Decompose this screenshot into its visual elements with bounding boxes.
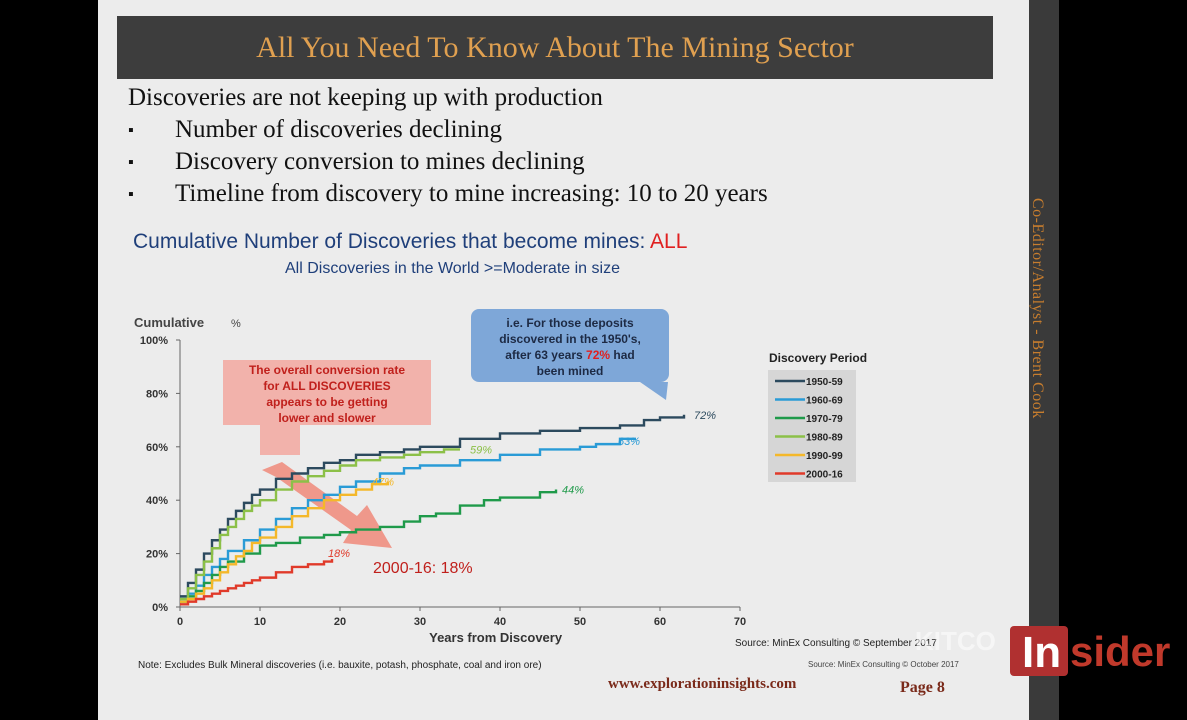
annotation-red-text: lower and slower bbox=[278, 411, 376, 425]
website-link[interactable]: www.explorationinsights.com bbox=[608, 676, 797, 692]
annotation-red-arrow bbox=[262, 462, 392, 548]
slide-title: All You Need To Know About The Mining Se… bbox=[256, 30, 854, 64]
legend-label: 2000-16 bbox=[806, 470, 843, 481]
side-strip bbox=[1029, 0, 1059, 720]
bullet-mark: ▪ bbox=[128, 122, 134, 139]
annotation-blue-span: 72% bbox=[586, 348, 610, 362]
y-tick-label: 0% bbox=[152, 602, 168, 614]
x-tick-label: 40 bbox=[494, 616, 506, 628]
bullet-text: Number of discoveries declining bbox=[175, 116, 502, 143]
chart-source-small: Source: MinEx Consulting © October 2017 bbox=[808, 660, 959, 669]
side-credit-text: Co-Editor/Analyst - Brent Cook bbox=[1029, 198, 1046, 419]
series-line-1990-99 bbox=[180, 481, 390, 603]
legend-label: 1990-99 bbox=[806, 451, 843, 462]
chart-title-highlight: ALL bbox=[650, 230, 688, 253]
annotation-blue-span: had bbox=[610, 348, 635, 362]
legend-title: Discovery Period bbox=[769, 351, 867, 365]
series-end-label: 59% bbox=[470, 444, 492, 456]
series-end-label: 47% bbox=[372, 477, 394, 489]
bullet-mark: ▪ bbox=[128, 154, 134, 171]
chart-source: Source: MinEx Consulting © September 201… bbox=[735, 638, 937, 649]
chart-subtitle: All Discoveries in the World >=Moderate … bbox=[285, 260, 620, 277]
legend-label: 1980-89 bbox=[806, 433, 843, 444]
legend-label: 1960-69 bbox=[806, 396, 843, 407]
chart-title: Cumulative Number of Discoveries that be… bbox=[133, 230, 687, 254]
bullet-text: Discovery conversion to mines declining bbox=[175, 148, 585, 175]
y-tick-label: 20% bbox=[146, 549, 168, 561]
annotation-blue-box bbox=[471, 309, 669, 382]
series-line-1960-69 bbox=[180, 437, 636, 601]
x-tick-label: 0 bbox=[177, 616, 183, 628]
x-tick-label: 50 bbox=[574, 616, 586, 628]
x-tick-label: 70 bbox=[734, 616, 746, 628]
y-tick-label: 100% bbox=[140, 335, 168, 347]
annotation-red-box bbox=[223, 360, 431, 425]
side-credit: Co-Editor/Analyst - Brent Cook bbox=[1028, 198, 1056, 538]
y-tick-label: 60% bbox=[146, 442, 168, 454]
annotation-blue-text: i.e. For those deposits bbox=[506, 316, 634, 330]
series-end-label: 72% bbox=[694, 410, 716, 422]
legend-label: 1950-59 bbox=[806, 377, 843, 388]
annotation-blue-text: been mined bbox=[537, 364, 604, 378]
y-axis-label: Cumulative bbox=[134, 315, 204, 330]
legend-box bbox=[768, 370, 856, 482]
y-tick-label: 80% bbox=[146, 388, 168, 400]
x-tick-label: 60 bbox=[654, 616, 666, 628]
insider-logo-box bbox=[1010, 626, 1068, 676]
x-tick-label: 10 bbox=[254, 616, 266, 628]
callout-2000-16: 2000-16: 18% bbox=[373, 560, 473, 577]
bullet-mark: ▪ bbox=[128, 186, 134, 203]
series-line-2000-16 bbox=[180, 558, 334, 606]
legend-label: 1970-79 bbox=[806, 414, 843, 425]
annotation-blue-text: discovered in the 1950's, bbox=[499, 332, 641, 346]
series-line-1980-89 bbox=[180, 448, 460, 601]
annotation-red-text: appears to be getting bbox=[266, 395, 387, 409]
y-tick-label: 40% bbox=[146, 495, 168, 507]
annotation-blue-pointer bbox=[640, 382, 668, 400]
chart-note: Note: Excludes Bulk Mineral discoveries … bbox=[138, 660, 542, 671]
series-end-label: 18% bbox=[328, 548, 350, 560]
annotation-red-box-tail bbox=[260, 425, 300, 455]
chart-title-main: Cumulative Number of Discoveries that be… bbox=[133, 230, 651, 253]
page-number: Page 8 bbox=[900, 679, 945, 696]
annotation-red-text: for ALL DISCOVERIES bbox=[263, 379, 390, 393]
annotation-blue-span: after 63 years bbox=[505, 348, 586, 362]
annotation-blue-text: after 63 years 72% had bbox=[505, 348, 634, 362]
slide-title-bar: All You Need To Know About The Mining Se… bbox=[117, 16, 993, 79]
bullet-text: Timeline from discovery to mine increasi… bbox=[175, 180, 768, 207]
x-axis-label: Years from Discovery bbox=[429, 630, 563, 645]
annotation-red-text: The overall conversion rate bbox=[249, 363, 405, 377]
y-axis-unit: % bbox=[231, 318, 241, 330]
series-end-label: 63% bbox=[618, 436, 640, 448]
intro-text: Discoveries are not keeping up with prod… bbox=[128, 84, 603, 111]
insider-logo-sider: sider bbox=[1070, 628, 1171, 675]
kitco-watermark: KITCO bbox=[915, 626, 996, 656]
insider-logo-in: In bbox=[1022, 628, 1062, 677]
x-tick-label: 20 bbox=[334, 616, 346, 628]
series-end-label: 44% bbox=[562, 485, 584, 497]
x-tick-label: 30 bbox=[414, 616, 426, 628]
